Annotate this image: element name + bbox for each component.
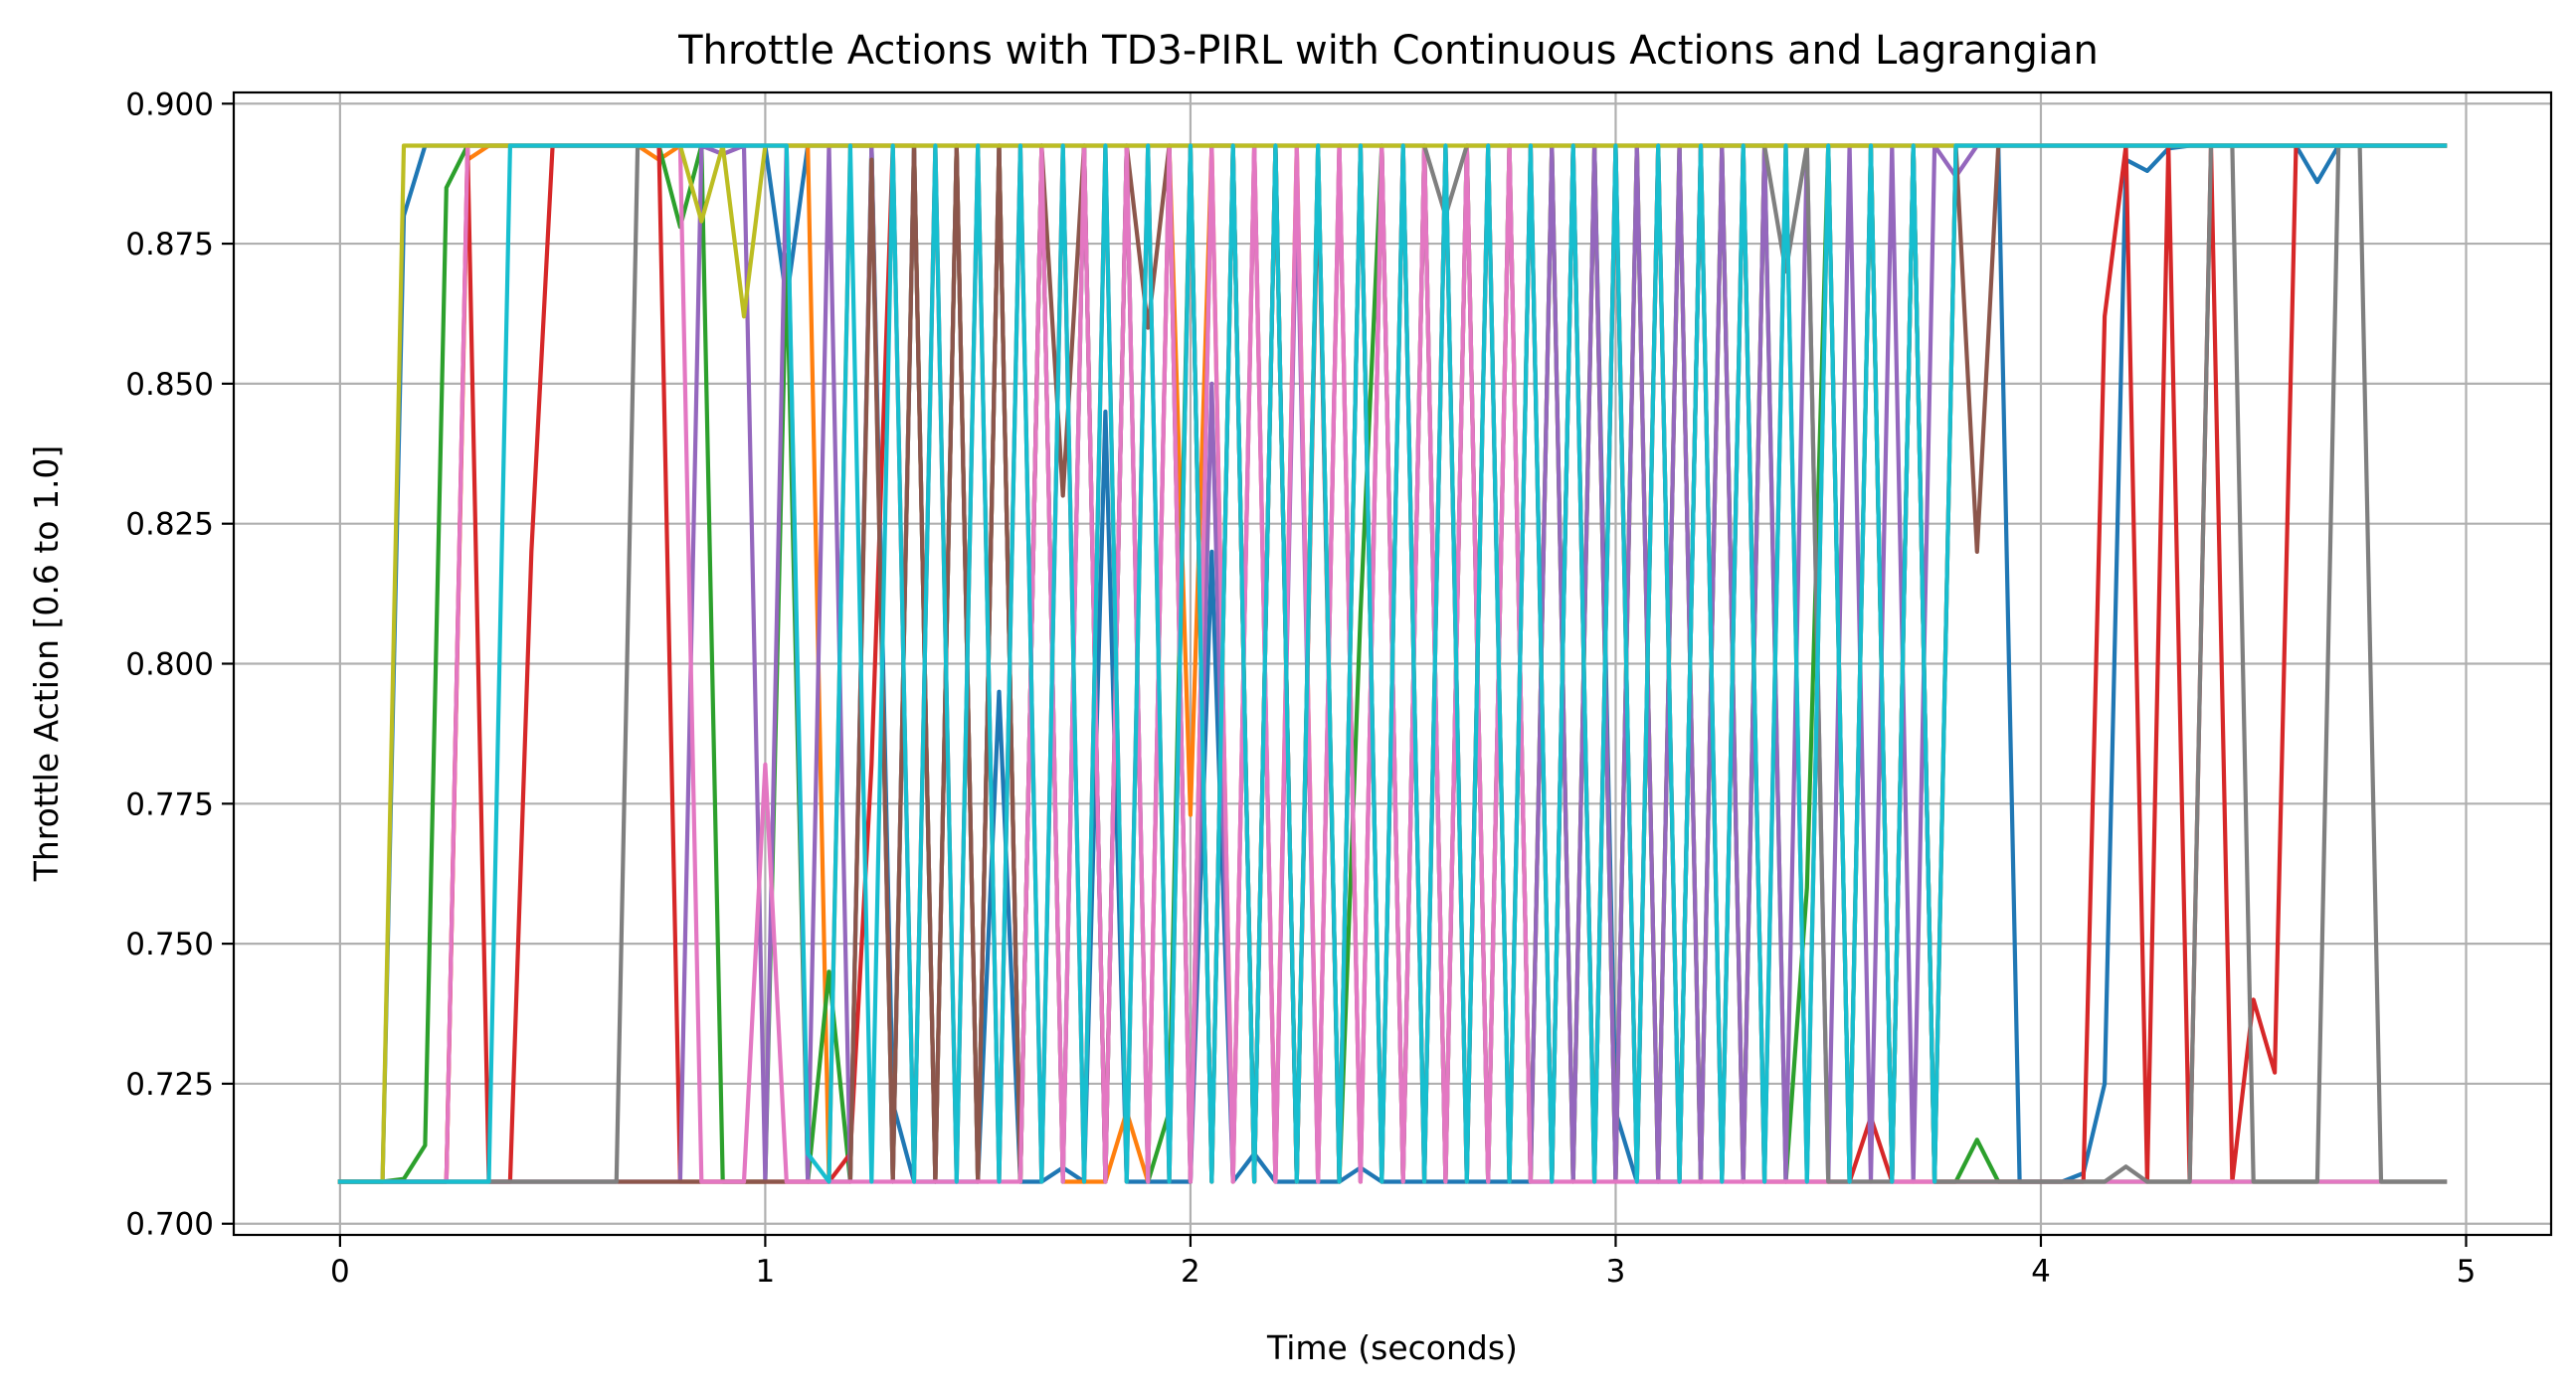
x-tick-label: 1 xyxy=(756,1254,776,1290)
y-tick-label: 0.800 xyxy=(125,647,214,683)
x-axis-label: Time (seconds) xyxy=(1266,1328,1518,1367)
x-tick-label: 2 xyxy=(1181,1254,1200,1290)
x-tick-label: 3 xyxy=(1606,1254,1626,1290)
y-axis-label: Throttle Action [0.6 to 1.0] xyxy=(27,445,66,883)
chart-title: Throttle Actions with TD3-PIRL with Cont… xyxy=(677,28,2099,74)
series-line-10 xyxy=(337,143,2448,1184)
x-tick-label: 0 xyxy=(330,1254,350,1290)
series-lines xyxy=(337,143,2448,1184)
y-tick-label: 0.875 xyxy=(125,227,214,262)
x-tick-label: 4 xyxy=(2031,1254,2051,1290)
y-tick-label: 0.825 xyxy=(125,507,214,543)
y-tick-label: 0.700 xyxy=(125,1207,214,1243)
y-tick-label: 0.775 xyxy=(125,786,214,822)
y-tick-label: 0.725 xyxy=(125,1067,214,1103)
x-tick-label: 5 xyxy=(2457,1254,2477,1290)
y-tick-label: 0.900 xyxy=(125,87,214,122)
y-tick-label: 0.850 xyxy=(125,367,214,403)
axis-ticks: 0 1 2 3 4 5 0.700 0.725 0.750 0.775 0.800 0.825 0.85… xyxy=(125,87,2476,1290)
y-tick-label: 0.750 xyxy=(125,927,214,962)
